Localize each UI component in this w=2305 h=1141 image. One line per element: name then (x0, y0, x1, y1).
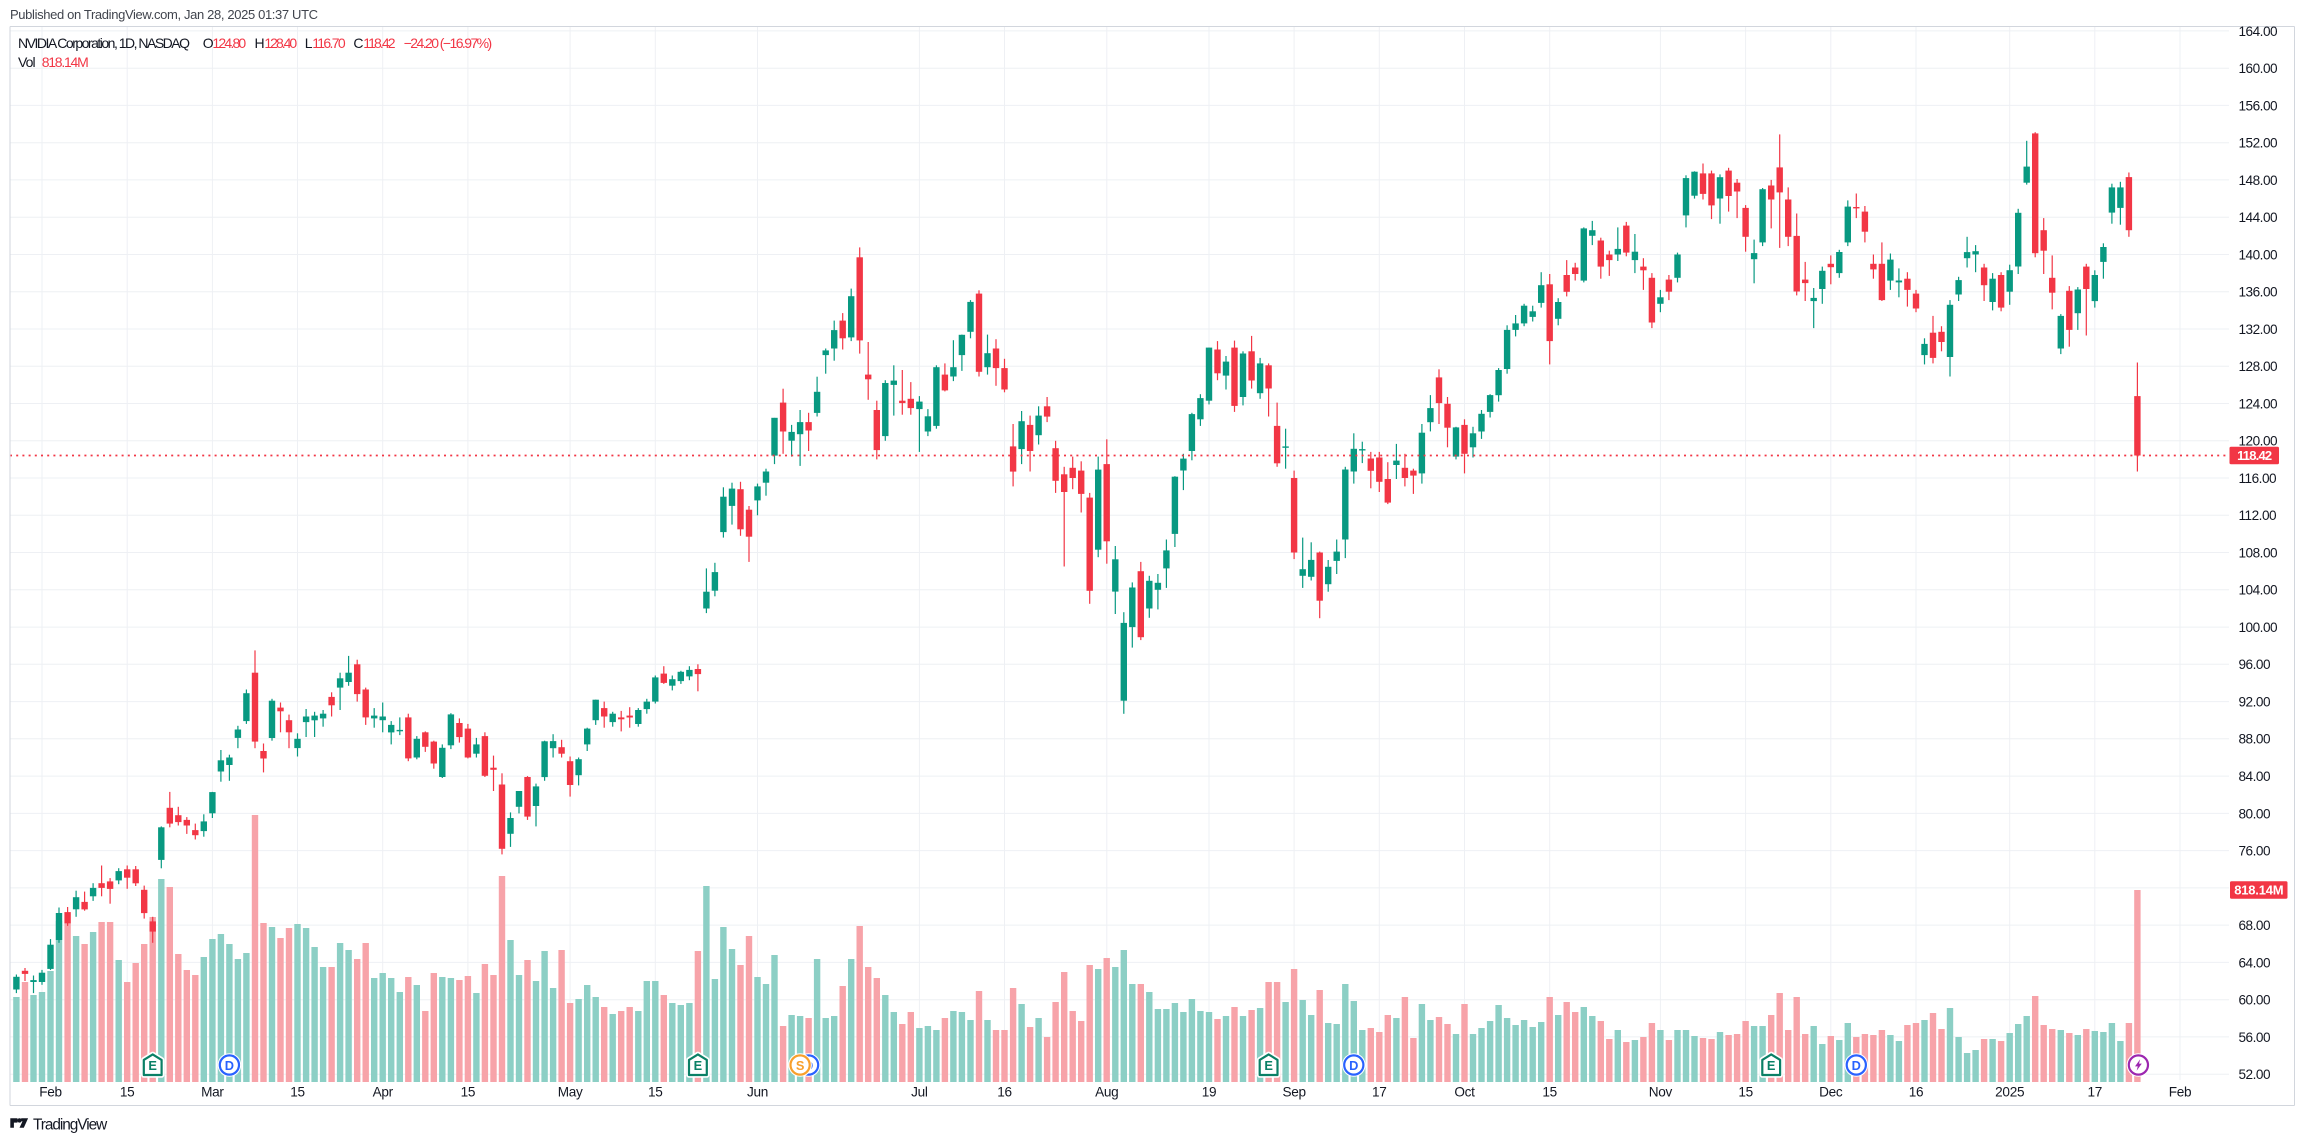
svg-text:818.14M: 818.14M (2234, 883, 2283, 898)
svg-text:E: E (1264, 1058, 1273, 1073)
svg-text:D: D (225, 1058, 234, 1073)
svg-text:60.00: 60.00 (2239, 993, 2271, 1008)
svg-text:148.00: 148.00 (2239, 173, 2279, 188)
svg-text:D: D (1852, 1058, 1861, 1073)
svg-text:Aug: Aug (1095, 1085, 1118, 1100)
svg-text:E: E (1767, 1058, 1776, 1073)
svg-text:156.00: 156.00 (2239, 98, 2279, 113)
svg-text:Vol: Vol (18, 54, 35, 70)
svg-text:124.00: 124.00 (2239, 396, 2279, 411)
svg-text:Apr: Apr (373, 1085, 394, 1100)
svg-text:118.42: 118.42 (363, 35, 395, 51)
svg-text:15: 15 (648, 1085, 663, 1100)
svg-text:118.42: 118.42 (2237, 448, 2272, 463)
svg-text:76.00: 76.00 (2239, 844, 2271, 859)
svg-text:116.70: 116.70 (312, 35, 346, 51)
svg-text:NVIDIA Corporation, 1D, NASDAQ: NVIDIA Corporation, 1D, NASDAQ (18, 35, 190, 51)
svg-text:56.00: 56.00 (2239, 1030, 2271, 1045)
svg-text:May: May (558, 1085, 583, 1100)
svg-text:136.00: 136.00 (2239, 285, 2279, 300)
svg-text:17: 17 (2088, 1085, 2103, 1100)
svg-text:104.00: 104.00 (2239, 583, 2279, 598)
svg-text:D: D (1349, 1058, 1358, 1073)
svg-text:140.00: 140.00 (2239, 247, 2279, 262)
svg-text:144.00: 144.00 (2239, 210, 2279, 225)
svg-text:S: S (796, 1058, 805, 1073)
svg-text:Dec: Dec (1819, 1085, 1843, 1100)
svg-text:160.00: 160.00 (2239, 61, 2279, 76)
svg-text:818.14M: 818.14M (42, 54, 88, 70)
svg-text:108.00: 108.00 (2239, 545, 2279, 560)
svg-text:O: O (203, 35, 214, 51)
svg-text:Jun: Jun (747, 1085, 768, 1100)
svg-text:15: 15 (1542, 1085, 1557, 1100)
svg-text:88.00: 88.00 (2239, 732, 2271, 747)
svg-text:TradingView: TradingView (33, 1116, 108, 1133)
svg-text:Jul: Jul (911, 1085, 928, 1100)
svg-text:84.00: 84.00 (2239, 769, 2271, 784)
svg-text:68.00: 68.00 (2239, 918, 2271, 933)
svg-text:80.00: 80.00 (2239, 806, 2271, 821)
svg-text:116.00: 116.00 (2239, 471, 2278, 486)
svg-text:H: H (255, 35, 265, 51)
svg-text:Nov: Nov (1649, 1085, 1673, 1100)
svg-text:124.80: 124.80 (212, 35, 246, 51)
svg-text:152.00: 152.00 (2239, 136, 2279, 151)
svg-text:15: 15 (290, 1085, 305, 1100)
svg-text:Mar: Mar (201, 1085, 224, 1100)
svg-text:15: 15 (1738, 1085, 1753, 1100)
svg-text:Sep: Sep (1282, 1085, 1305, 1100)
svg-text:16: 16 (997, 1085, 1012, 1100)
svg-text:96.00: 96.00 (2239, 657, 2271, 672)
svg-text:C: C (353, 35, 363, 51)
svg-text:−24.20 (−16.97%): −24.20 (−16.97%) (404, 35, 492, 51)
svg-text:15: 15 (120, 1085, 135, 1100)
svg-text:Feb: Feb (39, 1085, 62, 1100)
svg-text:L: L (305, 35, 313, 51)
svg-text:Oct: Oct (1454, 1085, 1475, 1100)
svg-text:112.00: 112.00 (2239, 508, 2278, 523)
svg-text:15: 15 (461, 1085, 476, 1100)
svg-text:132.00: 132.00 (2239, 322, 2279, 337)
svg-text:64.00: 64.00 (2239, 955, 2271, 970)
svg-text:Published on TradingView.com,: Published on TradingView.com, Jan 28, 20… (10, 7, 318, 22)
svg-text:164.00: 164.00 (2239, 24, 2279, 39)
svg-text:100.00: 100.00 (2239, 620, 2279, 635)
svg-text:128.00: 128.00 (2239, 359, 2279, 374)
svg-text:E: E (694, 1058, 703, 1073)
svg-text:17: 17 (1372, 1085, 1387, 1100)
svg-text:E: E (148, 1058, 157, 1073)
svg-text:16: 16 (1909, 1085, 1924, 1100)
svg-text:Feb: Feb (2169, 1085, 2192, 1100)
svg-text:19: 19 (1202, 1085, 1217, 1100)
svg-text:120.00: 120.00 (2239, 434, 2279, 449)
svg-text:2025: 2025 (1995, 1085, 2024, 1100)
svg-text:128.40: 128.40 (264, 35, 297, 51)
svg-text:52.00: 52.00 (2239, 1067, 2271, 1082)
svg-text:92.00: 92.00 (2239, 695, 2271, 710)
